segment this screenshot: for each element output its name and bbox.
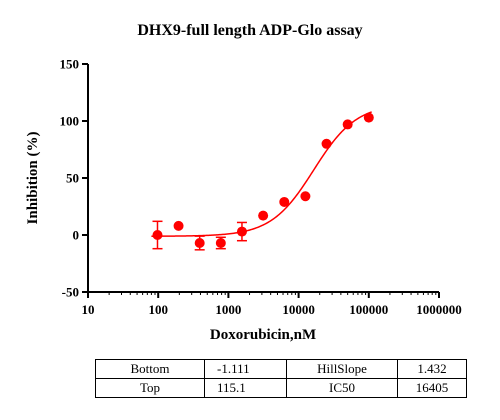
x-tick-label: 10 (82, 302, 95, 317)
table-row: Top 115.1 IC50 16405 (95, 378, 467, 398)
x-tick-label: 100 (148, 302, 168, 317)
fit-parameters-table: Bottom -1.111 HillSlope 1.432 Top 115.1 … (95, 359, 467, 398)
param-value-cell: 115.1 (204, 378, 287, 398)
y-axis-label: Inhibition (%) (25, 132, 41, 225)
param-value-cell: 1.432 (397, 359, 467, 379)
x-tick-label: 100000 (349, 302, 388, 317)
data-point (236, 226, 247, 237)
y-tick-label: 50 (66, 171, 79, 186)
param-name-cell: Top (95, 378, 205, 398)
y-tick-label: 100 (60, 114, 80, 129)
param-value-cell: -1.111 (204, 359, 287, 379)
x-axis-label: Doxorubicin,nM (210, 327, 316, 343)
plot-area: -50 0 50 100 150 10 100 1000 10000 100000 1000000 (60, 57, 462, 318)
table-row: Bottom -1.111 HillSlope 1.432 (95, 359, 467, 379)
fit-curve (151, 111, 372, 237)
x-tick-label: 1000000 (416, 302, 462, 317)
param-value-cell: 16405 (397, 378, 467, 398)
data-point (321, 138, 332, 149)
data-point (363, 112, 374, 123)
y-tick-label: -50 (62, 285, 79, 300)
data-point (258, 210, 269, 221)
data-point (173, 220, 184, 231)
data-point (300, 191, 311, 202)
chart-title: DHX9-full length ADP-Glo assay (137, 22, 362, 39)
data-point (215, 237, 226, 248)
param-name-cell: IC50 (286, 378, 398, 398)
data-point (152, 230, 163, 240)
y-tick-label: 150 (60, 57, 80, 72)
x-tick-label: 10000 (282, 302, 315, 317)
y-tick-label: 0 (73, 228, 80, 243)
data-point (194, 237, 205, 248)
data-point (279, 196, 290, 207)
x-tick-label: 1000 (215, 302, 241, 317)
param-name-cell: Bottom (95, 359, 205, 379)
data-point (342, 119, 353, 130)
param-name-cell: HillSlope (286, 359, 398, 379)
chart: DHX9-full length ADP-Glo assay -50 0 50 100… (25, 22, 462, 343)
